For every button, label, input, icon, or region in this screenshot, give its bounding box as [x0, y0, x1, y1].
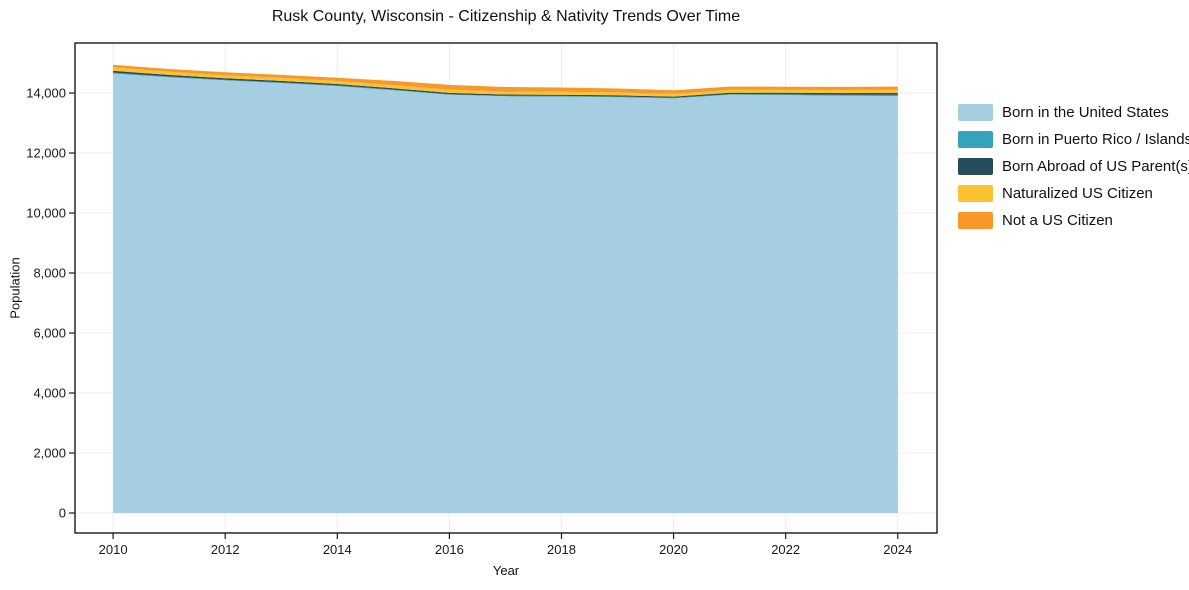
y-tick-label: 6,000	[33, 325, 66, 340]
area-series-4	[113, 64, 898, 94]
y-tick-label: 4,000	[33, 385, 66, 400]
y-tick-label: 0	[59, 505, 66, 520]
x-tick-label: 2010	[99, 542, 128, 557]
legend-swatch	[958, 158, 993, 175]
chart-title: Rusk County, Wisconsin - Citizenship & N…	[271, 8, 741, 25]
x-tick-label: 2022	[771, 542, 800, 557]
legend-swatch	[958, 185, 993, 202]
legend-label: Born in Puerto Rico / Islands	[1002, 131, 1189, 148]
legend-item: Born in Puerto Rico / Islands	[958, 131, 1189, 148]
y-tick-label: 12,000	[26, 146, 66, 161]
legend-item: Born Abroad of US Parent(s)	[958, 158, 1189, 175]
legend: Born in the United States Born in Puerto …	[958, 104, 1189, 229]
x-tick-label: 2018	[547, 542, 576, 557]
y-tick-label: 10,000	[26, 206, 66, 221]
y-tick-label: 8,000	[33, 266, 66, 281]
legend-item: Not a US Citizen	[958, 212, 1189, 229]
legend-label: Naturalized US Citizen	[1002, 185, 1153, 202]
x-axis-label: Year	[492, 563, 520, 578]
legend-swatch	[958, 104, 993, 121]
area-series-0	[113, 73, 898, 513]
y-tick-label: 14,000	[26, 86, 66, 101]
plot-border	[74, 42, 938, 534]
legend-swatch	[958, 131, 993, 148]
legend-label: Born Abroad of US Parent(s)	[1002, 158, 1189, 175]
legend-item: Naturalized US Citizen	[958, 185, 1189, 202]
legend-label: Not a US Citizen	[1002, 212, 1113, 229]
axis-ticks: 0 2,000 4,000 6,000 8,000 10,000 12,000 14,000 2…	[26, 86, 912, 557]
legend-swatch	[958, 212, 993, 229]
y-tick-label: 2,000	[33, 445, 66, 460]
x-tick-label: 2014	[323, 542, 352, 557]
x-tick-label: 2020	[659, 542, 688, 557]
x-tick-label: 2024	[883, 542, 912, 557]
x-tick-label: 2012	[211, 542, 240, 557]
stacked-areas	[113, 64, 898, 513]
x-tick-label: 2016	[435, 542, 464, 557]
legend-item: Born in the United States	[958, 104, 1189, 121]
legend-label: Born in the United States	[1002, 104, 1169, 121]
